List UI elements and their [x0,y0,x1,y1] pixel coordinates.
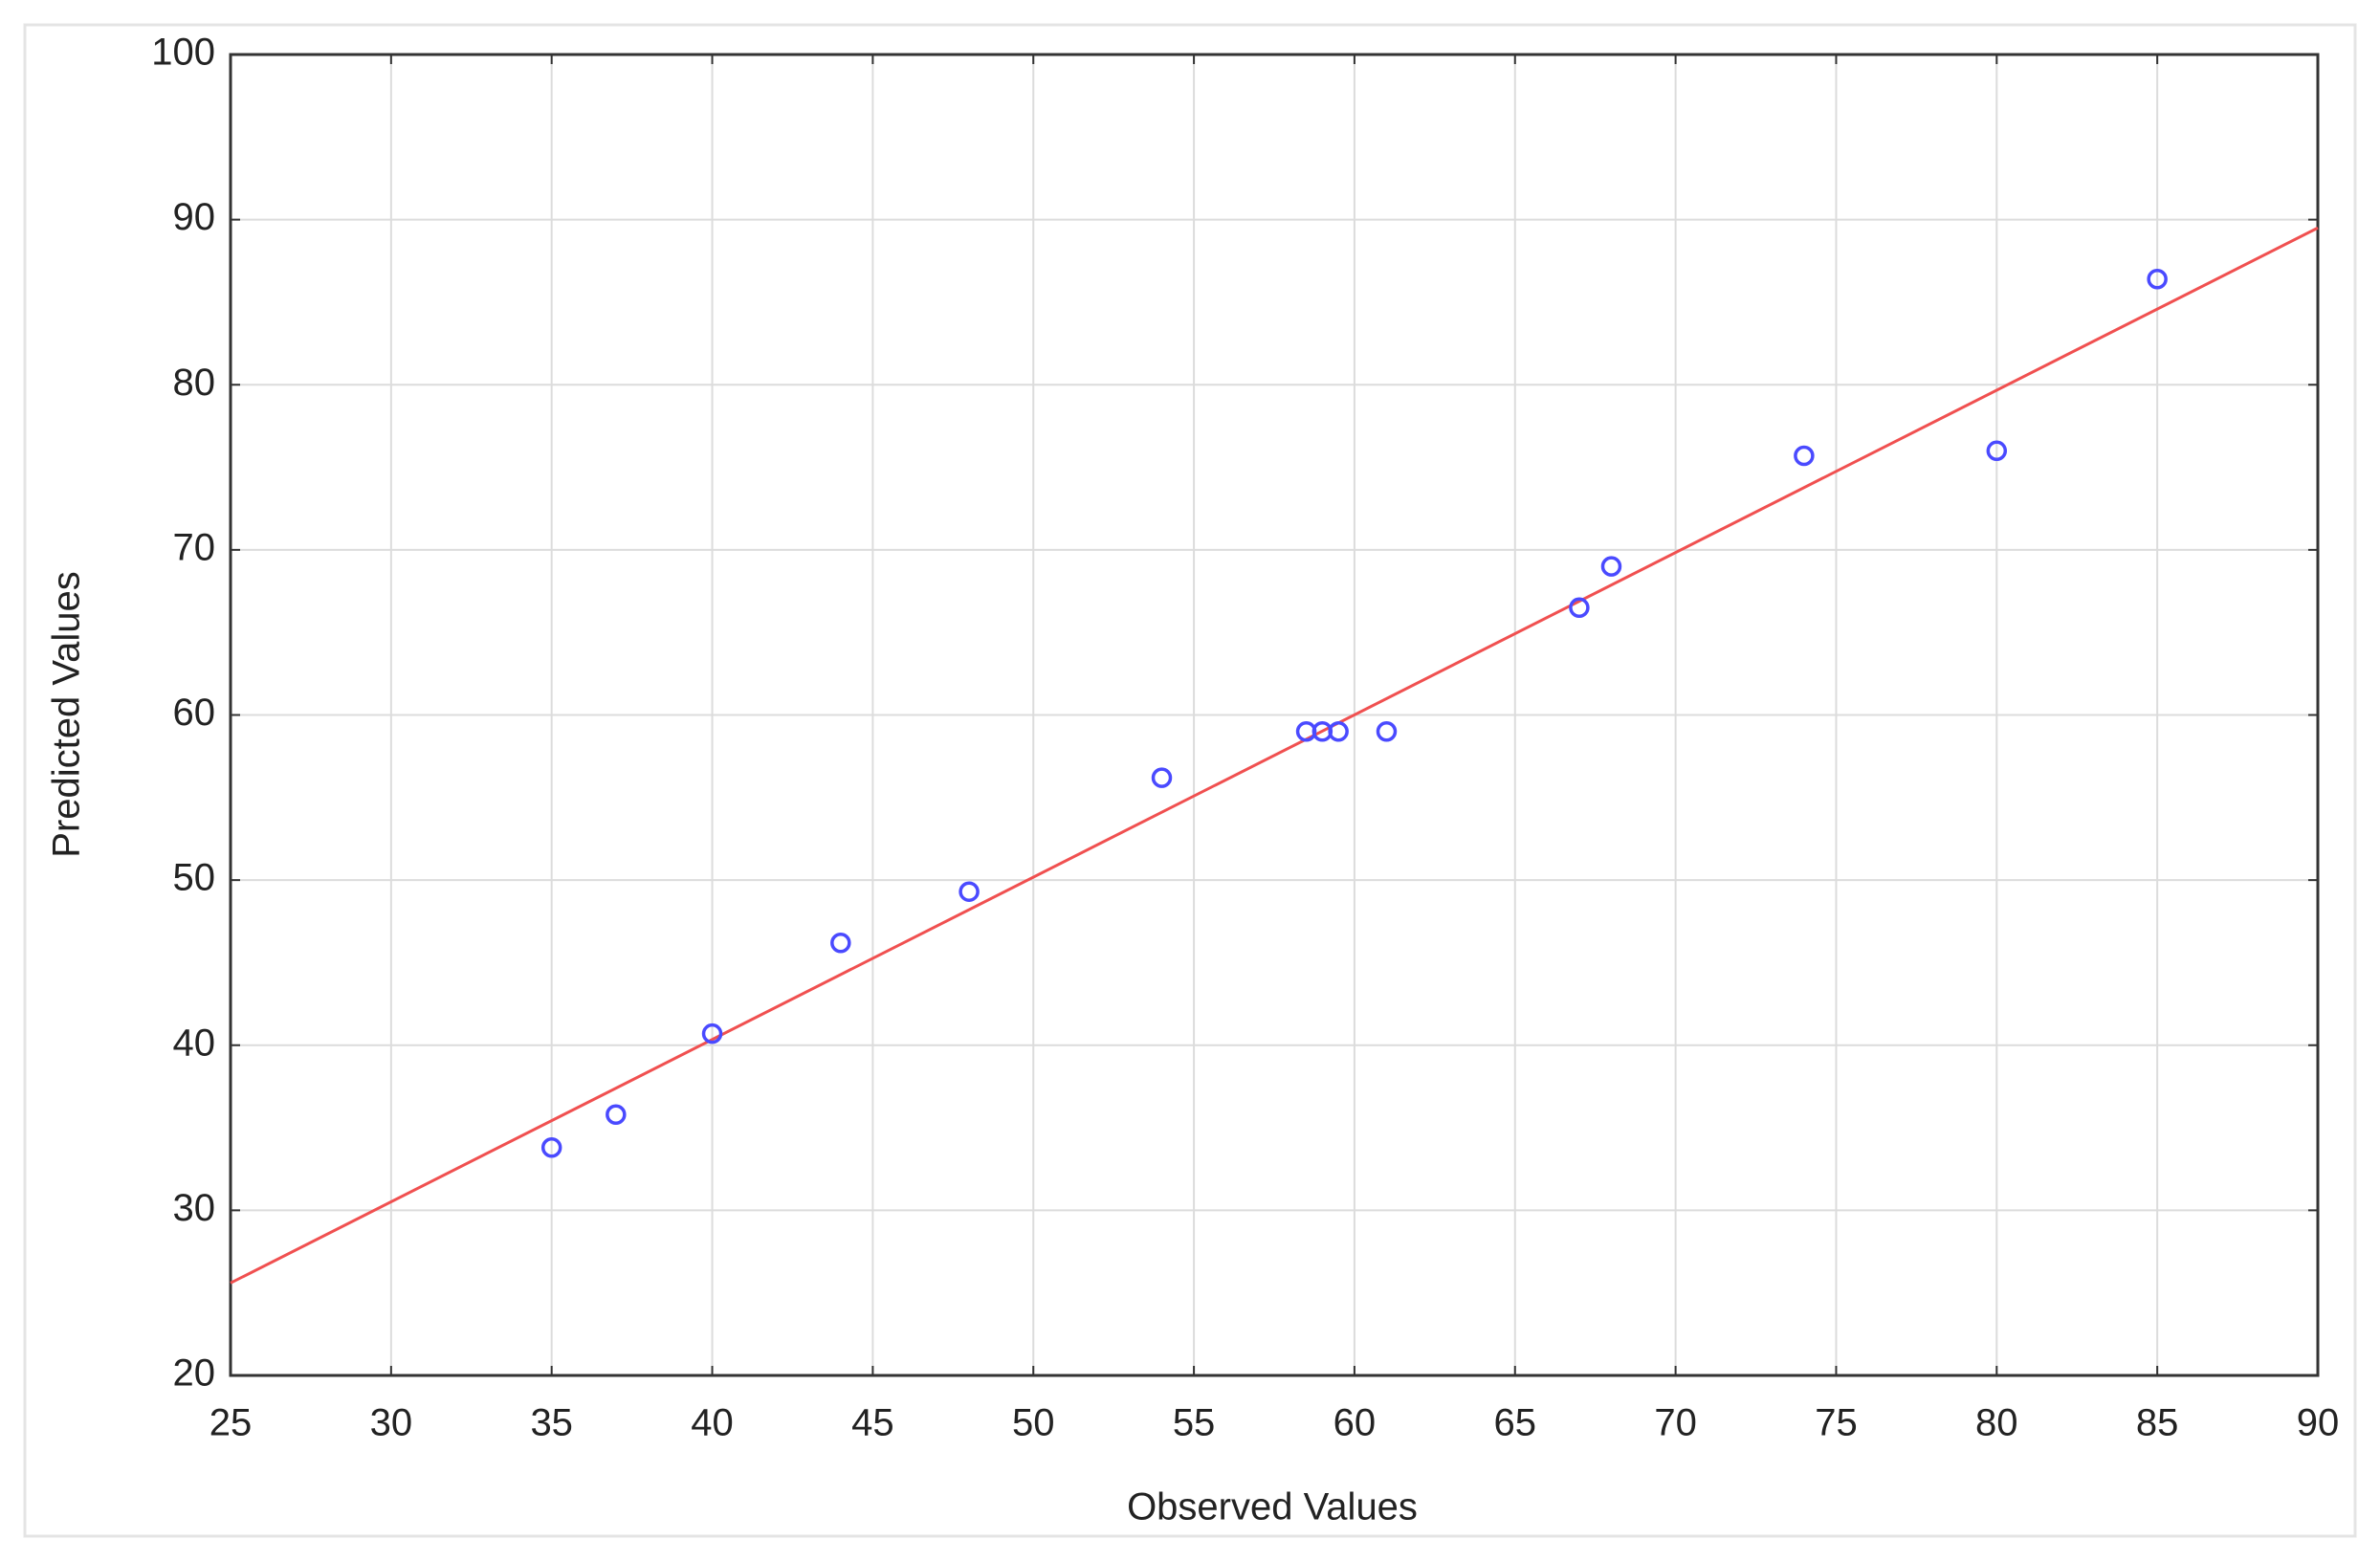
x-tick-label: 25 [209,1402,253,1444]
fit-line [230,226,2319,1285]
data-point [1328,721,1349,742]
y-tick-label: 70 [173,526,216,568]
x-tick-label: 75 [1815,1402,1858,1444]
x-tick-label: 70 [1654,1402,1697,1444]
y-axis-label: Predicted Values [46,571,88,857]
y-tick-label: 20 [173,1352,216,1395]
x-tick-label: 55 [1173,1402,1216,1444]
x-tick-label: 50 [1012,1402,1055,1444]
plot-border [229,53,2320,1377]
y-tick-label: 60 [173,692,216,734]
x-tick-label: 30 [370,1402,413,1444]
x-tick-label: 45 [851,1402,894,1444]
data-point [606,1104,627,1126]
data-point [959,881,980,902]
y-tick-label: 90 [173,196,216,238]
data-point [701,1022,723,1044]
y-tick-label: 30 [173,1187,216,1229]
data-point [2147,269,2168,290]
data-point [1376,721,1398,742]
data-point [1600,556,1622,577]
x-tick-label: 65 [1494,1402,1537,1444]
y-tick-label: 80 [173,362,216,404]
data-point [830,932,851,954]
x-tick-label: 40 [691,1402,734,1444]
x-tick-label: 80 [1975,1402,2018,1444]
x-tick-label: 85 [2136,1402,2179,1444]
data-point [1569,597,1590,619]
x-tick-label: 60 [1333,1402,1377,1444]
data-point [1794,445,1815,467]
data-point [1151,767,1173,788]
x-tick-label: 35 [530,1402,573,1444]
y-tick-label: 100 [151,32,215,74]
y-tick-label: 50 [173,857,216,899]
x-axis-label: Observed Values [1127,1486,1418,1528]
data-point [1986,440,2008,462]
x-tick-label: 90 [2297,1402,2340,1444]
y-tick-label: 40 [173,1022,216,1064]
frame [23,23,2357,1538]
data-point [540,1137,562,1158]
